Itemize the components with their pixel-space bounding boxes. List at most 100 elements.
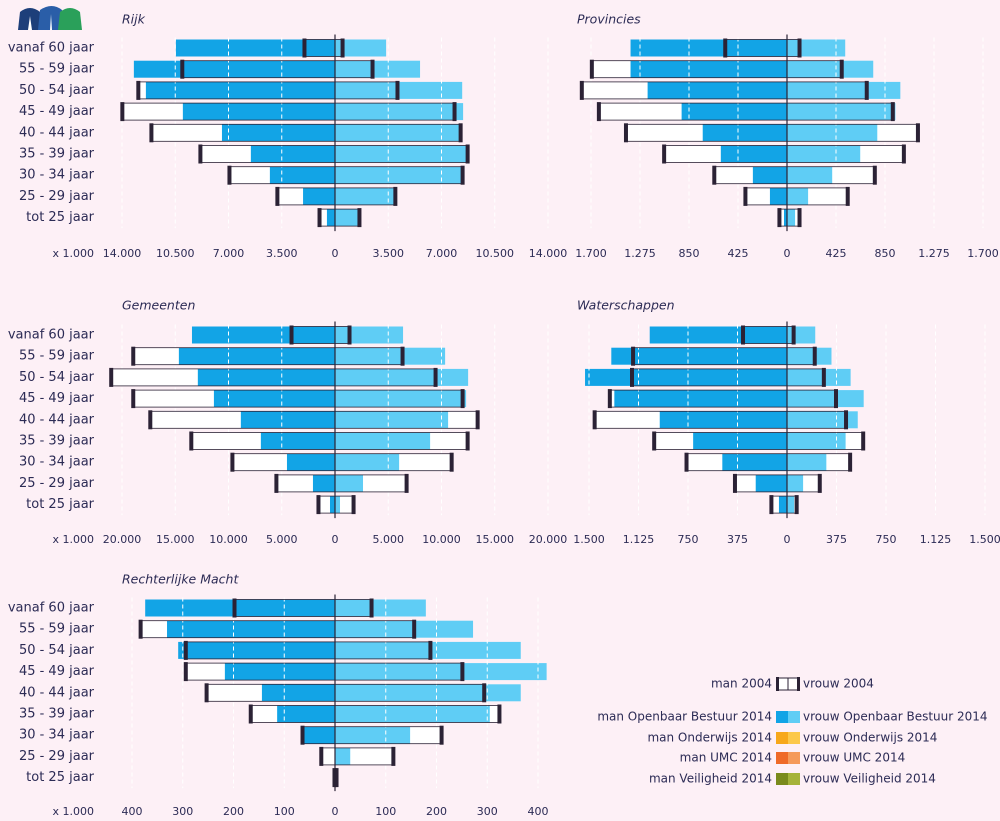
cap-vrouw-2004	[458, 123, 463, 143]
cap-vrouw-2004	[839, 59, 844, 79]
bar-man-2014	[269, 166, 335, 184]
x-tick-label: 15.000	[156, 533, 195, 546]
bar-man-2014	[752, 166, 787, 184]
cap-man-2004	[741, 325, 746, 345]
age-label: 25 - 29 jaar	[19, 476, 95, 491]
age-label: 40 - 44 jaar	[19, 125, 95, 140]
cap-man-2004	[316, 495, 321, 515]
bar-man-2014	[329, 496, 335, 514]
bar-man-2014	[702, 124, 787, 142]
x-tick-label: 0	[332, 533, 339, 546]
x-tick-label: 10.500	[156, 247, 195, 260]
bar-man-2014	[784, 209, 787, 227]
bar-vrouw-2014	[335, 726, 411, 744]
bar-vrouw-2014	[787, 453, 827, 471]
legend-swatch-cap	[776, 677, 779, 691]
legend-swatch-man	[776, 773, 788, 785]
bar-man-2014	[614, 390, 787, 408]
bar-man-2014	[312, 474, 335, 492]
cap-vrouw-2004	[449, 452, 454, 472]
legend-vrouw: vrouw Openbaar Bestuur 2014	[803, 710, 988, 724]
bar-man-2014	[175, 39, 335, 57]
x-tick-label: 1.125	[920, 533, 952, 546]
bar-vrouw-2014	[787, 347, 832, 365]
bar-vrouw-2014	[787, 81, 901, 99]
bar-vrouw-2014	[335, 432, 431, 450]
bar-man-2014	[178, 641, 335, 659]
cap-man-2004	[148, 410, 153, 430]
age-label: vanaf 60 jaar	[8, 41, 95, 56]
bar-vrouw-2014	[335, 599, 426, 617]
bar-vrouw-2014	[335, 347, 446, 365]
cap-man-2004	[289, 325, 294, 345]
bar-man-2014	[224, 663, 335, 681]
cap-man-2004	[743, 186, 748, 206]
cap-man-2004	[596, 102, 601, 122]
bar-vrouw-2014	[787, 39, 846, 57]
bar-man-2014	[221, 124, 335, 142]
x-tick-label: 200	[223, 805, 244, 818]
cap-man-2004	[149, 123, 154, 143]
bar-vrouw-2014	[335, 390, 467, 408]
cap-man-2004	[589, 59, 594, 79]
x-tick-label: 0	[784, 533, 791, 546]
legend-man: man UMC 2014	[680, 751, 772, 765]
cap-vrouw-2004	[465, 144, 470, 164]
bar-vrouw-2014	[335, 326, 404, 344]
legend-man: man 2004	[711, 677, 772, 691]
cap-vrouw-2004	[460, 662, 465, 682]
cap-man-2004	[579, 80, 584, 100]
logo	[14, 0, 84, 30]
legend-swatch-vrouw	[788, 711, 800, 723]
cap-man-2004	[769, 495, 774, 515]
age-label: 55 - 59 jaar	[19, 622, 95, 637]
age-label: tot 25 jaar	[26, 770, 94, 785]
x-tick-label: 7.000	[426, 247, 458, 260]
logo-person	[58, 8, 82, 30]
x-tick-label: 3.500	[266, 247, 298, 260]
bar-vrouw-2014	[787, 209, 796, 227]
legend-swatch-vrouw	[788, 773, 800, 785]
cap-vrouw-2004	[428, 640, 433, 660]
bar-man-2014	[769, 187, 787, 205]
age-label: 45 - 49 jaar	[19, 664, 95, 679]
cap-vrouw-2004	[347, 325, 352, 345]
x-tick-label: 1.700	[575, 247, 607, 260]
cap-man-2004	[180, 59, 185, 79]
cap-vrouw-2004	[864, 80, 869, 100]
x-tick-label: 0	[332, 247, 339, 260]
bar-vrouw-2014	[335, 663, 547, 681]
cap-man-2004	[652, 431, 657, 451]
cap-man-2004	[189, 431, 194, 451]
cap-vrouw-2004	[497, 704, 502, 724]
x-tick-label: 850	[679, 247, 700, 260]
layer-fill	[630, 39, 901, 227]
cap-man-2004	[319, 746, 324, 766]
cap-vrouw-2004	[848, 452, 853, 472]
x-tick-label: 425	[728, 247, 749, 260]
bar-vrouw-2014	[335, 747, 351, 765]
bar-man-2014	[286, 453, 335, 471]
bar-man-2014	[585, 368, 787, 386]
bar-man-2014	[630, 60, 787, 78]
legend-man: man Onderwijs 2014	[647, 731, 772, 745]
age-label: 40 - 44 jaar	[19, 412, 95, 427]
chart-title: Provincies	[577, 12, 641, 27]
cap-vrouw-2004	[915, 123, 920, 143]
cap-man-2004	[138, 619, 143, 639]
cap-man-2004	[630, 367, 635, 387]
x-axis-label: x 1.000	[53, 805, 95, 818]
cap-vrouw-2004	[797, 208, 802, 228]
legend-swatch-man	[776, 752, 788, 764]
cap-man-2004	[317, 208, 322, 228]
bar-vrouw-2014	[335, 620, 474, 638]
cap-man-2004	[275, 186, 280, 206]
bar-man-2014	[191, 326, 335, 344]
layer-fill	[133, 39, 467, 227]
age-label: 50 - 54 jaar	[19, 643, 95, 658]
cap-man-2004	[300, 725, 305, 745]
cap-vrouw-2004	[433, 367, 438, 387]
x-tick-label: 1.500	[969, 533, 1000, 546]
age-label: vanaf 60 jaar	[8, 328, 95, 343]
